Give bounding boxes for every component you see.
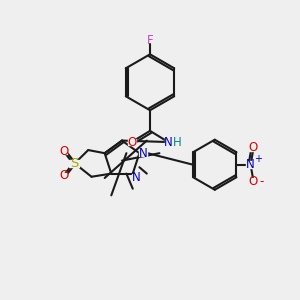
Bar [60,172,67,179]
Text: -: - [259,175,263,188]
Text: O: O [248,141,258,154]
Text: O: O [59,169,68,182]
Text: N: N [164,136,172,148]
Bar [69,160,79,167]
Bar [128,139,136,145]
Text: O: O [248,175,258,188]
Text: S: S [70,157,78,170]
Text: O: O [59,145,68,158]
Text: O: O [127,136,136,148]
Bar [249,145,257,151]
Text: F: F [147,34,153,47]
Text: N: N [139,147,148,160]
Bar [247,161,255,168]
Text: N: N [246,158,255,171]
Text: +: + [254,154,262,164]
Bar [132,174,140,181]
Bar [165,139,177,145]
Bar [139,150,147,156]
Text: N: N [132,171,141,184]
Bar [60,148,67,154]
Text: H: H [173,136,182,148]
Bar [250,178,263,185]
